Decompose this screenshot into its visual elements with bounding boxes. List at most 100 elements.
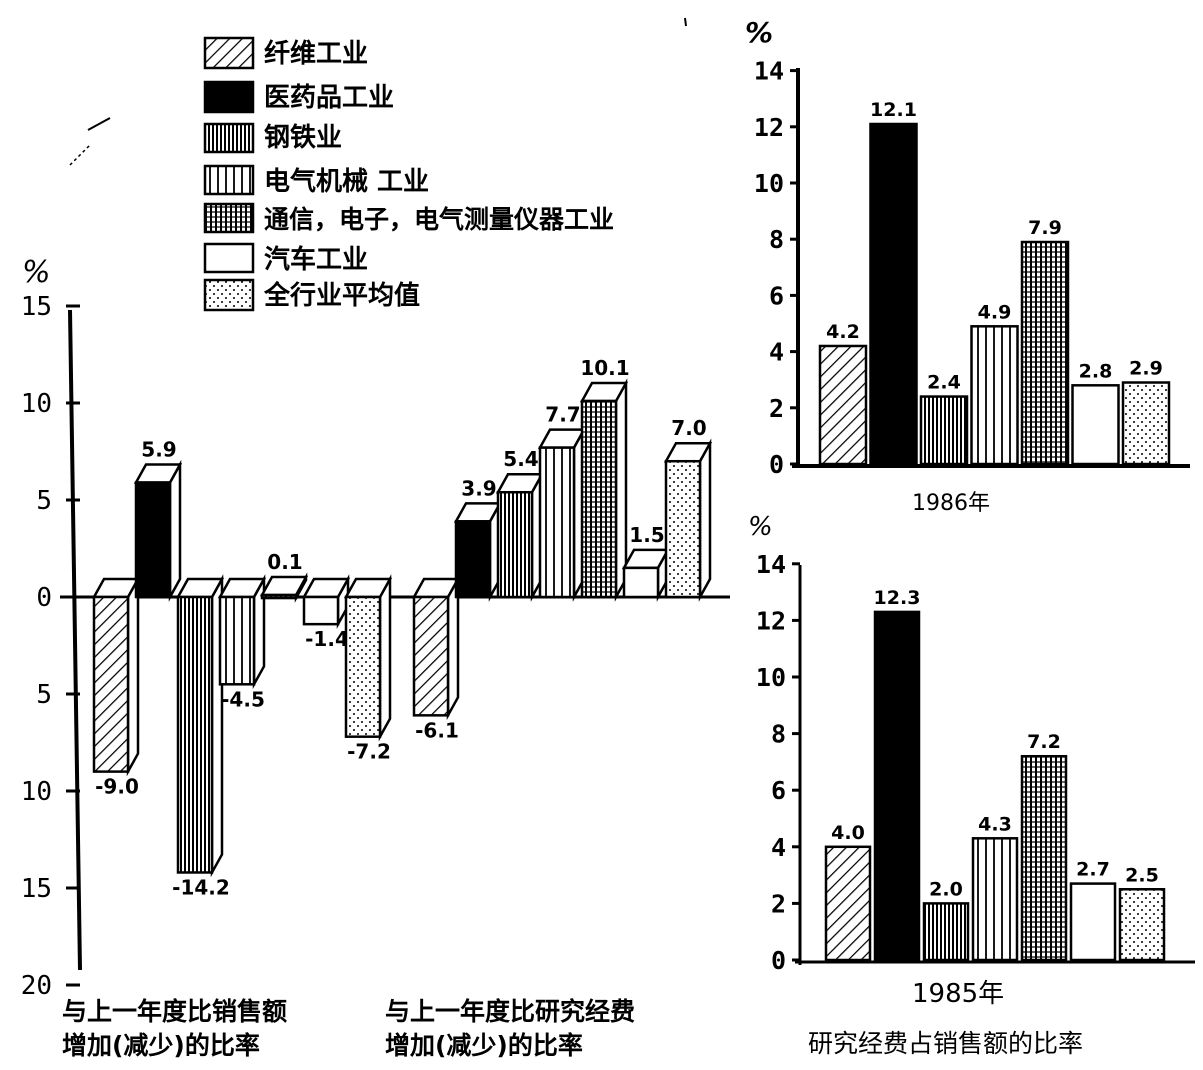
bar-front	[664, 459, 702, 599]
bar: 3.9	[453, 476, 503, 602]
bar-rect	[1121, 381, 1171, 466]
legend-swatch-grid	[203, 202, 255, 234]
bar-value-label: 7.2	[1027, 731, 1061, 753]
legend-label: 通信，电子，电气测量仪器工业	[264, 205, 614, 234]
bar-rect	[873, 610, 921, 962]
bar-rect	[818, 344, 868, 466]
bar: 12.3	[873, 587, 921, 962]
bar-front	[302, 595, 340, 626]
bar-value-label: 7.7	[545, 403, 580, 427]
right-y-tick-label: 6	[771, 776, 786, 805]
left-bars: -9.0 5.9 -14.2 -4.5 0.1 -1.4 -7.2 -6.1 3.9 5.4 7.7…	[91, 356, 713, 899]
bar-value-label: 2.4	[927, 372, 961, 394]
bar: 10.1	[579, 356, 630, 602]
right-y-tick-label: 4	[769, 338, 784, 367]
bar: 4.2	[818, 321, 868, 466]
bar-value-label: 7.9	[1028, 217, 1062, 239]
left-y-tick-label: 10	[21, 389, 52, 419]
bar: 7.9	[1020, 217, 1070, 466]
right-y-tick-label: 8	[769, 225, 784, 254]
bar-value-label: 4.2	[826, 321, 860, 343]
legend-item: 全行业平均值	[203, 278, 420, 312]
bar: 2.4	[919, 372, 969, 466]
bar: 2.8	[1071, 360, 1120, 466]
bar-front	[622, 566, 660, 599]
bar: 4.0	[824, 822, 872, 962]
right-y-tick-label: 12	[754, 113, 784, 142]
bar-value-label: 2.5	[1125, 864, 1159, 886]
bar: 5.9	[133, 438, 183, 602]
legend-swatch-vdense	[203, 122, 255, 154]
left-caption-sales: 与上一年度比销售额增加(减少)的比率	[62, 997, 287, 1060]
legend-label: 医药品工业	[264, 83, 394, 113]
bar-front	[412, 595, 450, 717]
bottom-right-y-ticks: 14 12 10 8 6 4 2 0	[756, 550, 800, 975]
bar-front	[92, 595, 130, 773]
bar-value-label: -4.5	[221, 687, 265, 711]
bar-front	[218, 595, 256, 686]
right-y-tick-label: 2	[771, 889, 786, 918]
bar-rect	[1118, 888, 1166, 962]
bar: -1.4	[301, 574, 351, 651]
legend-label: 纤维工业	[264, 38, 368, 69]
bar-side	[378, 574, 392, 742]
bar: 2.9	[1121, 358, 1171, 466]
bottom-right-unit-label: %	[748, 512, 773, 542]
right-y-tick-label: 0	[771, 946, 786, 975]
bar-side	[126, 574, 140, 777]
right-y-tick-label: 12	[756, 606, 786, 635]
bar-value-label: 12.1	[870, 99, 917, 121]
left-y-tick-label: 15	[21, 874, 52, 904]
bar-rect	[1020, 240, 1070, 466]
bar-front	[176, 595, 214, 874]
bar-value-label: 10.1	[580, 356, 629, 380]
bar-rect	[869, 122, 918, 466]
bar-front	[260, 593, 298, 600]
bar: -7.2	[343, 574, 393, 764]
bar-rect	[922, 902, 970, 962]
right-y-tick-label: 0	[769, 450, 784, 479]
bar-side	[446, 574, 460, 721]
bar-front	[538, 446, 576, 599]
legend-swatch-white	[203, 242, 255, 274]
bar-rect	[970, 325, 1019, 466]
bar: 7.0	[663, 416, 713, 602]
right-y-tick-label: 14	[754, 57, 784, 86]
legend-swatch-hatch	[203, 36, 255, 70]
bar: -14.2	[172, 574, 230, 899]
left-y-tick-label: 5	[36, 680, 52, 710]
bar: 0.1	[259, 550, 309, 603]
bar: 5.4	[495, 447, 545, 602]
bar: 12.1	[869, 99, 918, 466]
bar-value-label: 2.0	[929, 878, 963, 900]
bar-front	[580, 399, 618, 599]
legend: 纤维工业 医药品工业 钢铁业 电气机械 工业 通信，电子，电气测量仪器工业 汽车…	[203, 36, 614, 312]
legend-swatch-vsparse	[203, 164, 255, 196]
top-right-year-label: 1986年	[912, 491, 990, 516]
bottom-right-caption: 研究经费占销售额的比率	[808, 1029, 1083, 1058]
bar: 2.5	[1118, 864, 1166, 962]
bar-rect	[1020, 754, 1068, 962]
bar-value-label: 2.9	[1129, 358, 1163, 380]
top-right-chart: % 14 12 10 8 6 4 2 0 4.2 12.1 2.4 4.9 7.9 2.8 2.9 198…	[745, 16, 1190, 516]
bar: -9.0	[91, 574, 141, 799]
legend-label: 钢铁业	[264, 122, 342, 153]
right-y-tick-label: 4	[771, 833, 786, 862]
scan-marks	[69, 17, 687, 166]
bar-value-label: -9.0	[95, 775, 139, 799]
legend-item: 汽车工业	[203, 242, 368, 275]
bottom-right-year-label: 1985年	[912, 979, 1004, 1009]
bottom-right-bars: 4.0 12.3 2.0 4.3 7.2 2.7 2.5	[824, 587, 1166, 962]
bar-front	[454, 520, 492, 599]
top-right-bars: 4.2 12.1 2.4 4.9 7.9 2.8 2.9	[818, 99, 1171, 466]
bar-value-label: 3.9	[461, 476, 496, 500]
legend-item: 钢铁业	[203, 122, 342, 154]
bar: 4.3	[971, 813, 1019, 962]
legend-item: 纤维工业	[203, 36, 368, 70]
bar: 1.5	[621, 523, 671, 602]
left-y-tick-label: 0	[36, 583, 52, 613]
bar-value-label: -7.2	[347, 740, 391, 764]
bar-value-label: -14.2	[172, 875, 230, 899]
bar: -6.1	[411, 574, 461, 742]
